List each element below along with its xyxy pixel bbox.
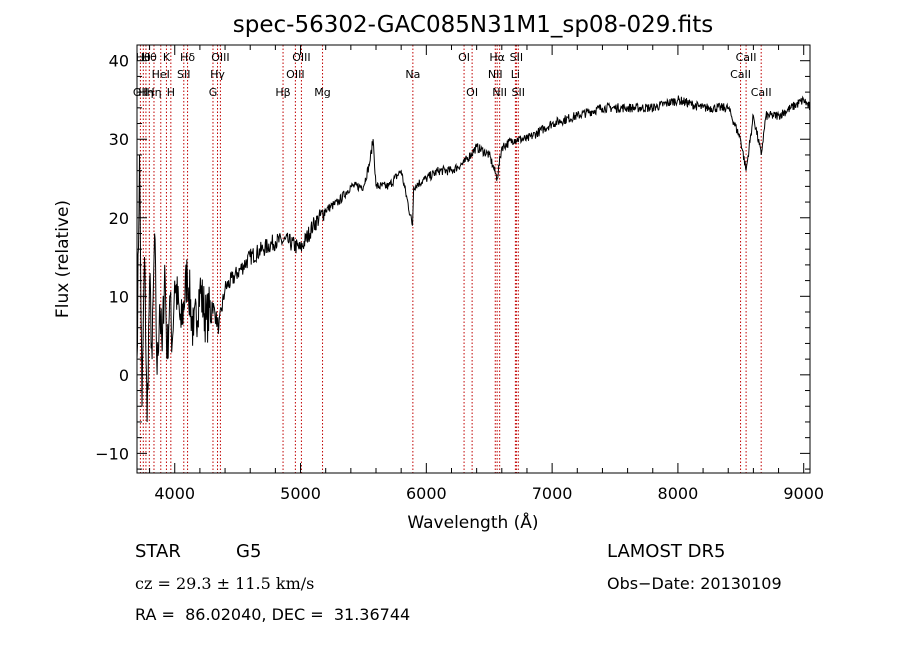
survey-name: LAMOST DR5 [607,541,726,562]
axis-ticks [137,44,810,473]
object-class: STAR [135,541,181,562]
line-label: SII [510,51,523,64]
line-label: Li [511,68,520,81]
redshift-velocity: cz = 29.3 ± 11.5 km/s [135,574,315,593]
x-tick-label: 8000 [658,484,699,503]
y-tick-label: 40 [109,52,129,71]
line-label: OIII [292,51,310,64]
line-label: Hθ [142,51,157,64]
line-label: NII [492,86,507,99]
y-tick-label: −10 [95,444,129,463]
line-label: NII [488,68,503,81]
line-label: OIII [286,68,304,81]
line-label: H [167,86,175,99]
line-label: Na [405,68,420,81]
observation-date: Obs−Date: 20130109 [607,574,782,593]
line-label: OIII [211,51,229,64]
y-axis-label: Flux (relative) [53,200,73,318]
line-label: Hγ [210,68,225,81]
line-label: Mg [314,86,330,99]
chart-title: spec-56302-GAC085N31M1_sp08-029.fits [233,12,713,38]
spectral-line-labels: OIIHθHηHθHηHeIKHSIIHδGHγOIIIHβOIIIOIIIMg… [133,51,772,99]
axis-tick-labels: 4000 5000 6000 7000 8000 9000 −10 0 10 20 30 40 [95,52,824,503]
line-label: Hη [146,86,161,99]
line-label: G [209,86,218,99]
plot-frame [136,44,811,474]
y-tick-label: 0 [119,366,129,385]
x-axis-label: Wavelength (Å) [407,511,538,533]
line-label: Hη [138,86,153,99]
x-tick-label: 9000 [783,484,824,503]
line-label: Hβ [275,86,290,99]
line-label: OI [466,86,478,99]
line-label: SII [512,86,525,99]
x-tick-label: 4000 [154,484,195,503]
line-label: OI [458,51,470,64]
line-label: CaII [730,68,751,81]
y-tick-label: 20 [109,209,129,228]
line-label: CaII [736,51,757,64]
object-subclass: G5 [236,541,262,562]
coordinates: RA = 86.02040, DEC = 31.36744 [135,605,411,624]
line-label: K [163,51,171,64]
line-label: Hδ [180,51,195,64]
line-label: SII [177,68,190,81]
line-label: Hα [489,51,505,64]
y-tick-label: 10 [109,287,129,306]
x-tick-label: 5000 [280,484,321,503]
line-label: HeI [152,68,170,81]
x-tick-label: 7000 [532,484,573,503]
spectral-line-markers [139,45,762,473]
line-label: CaII [751,86,772,99]
x-tick-label: 6000 [406,484,447,503]
y-tick-label: 30 [109,130,129,149]
spectrum-line [136,95,811,423]
